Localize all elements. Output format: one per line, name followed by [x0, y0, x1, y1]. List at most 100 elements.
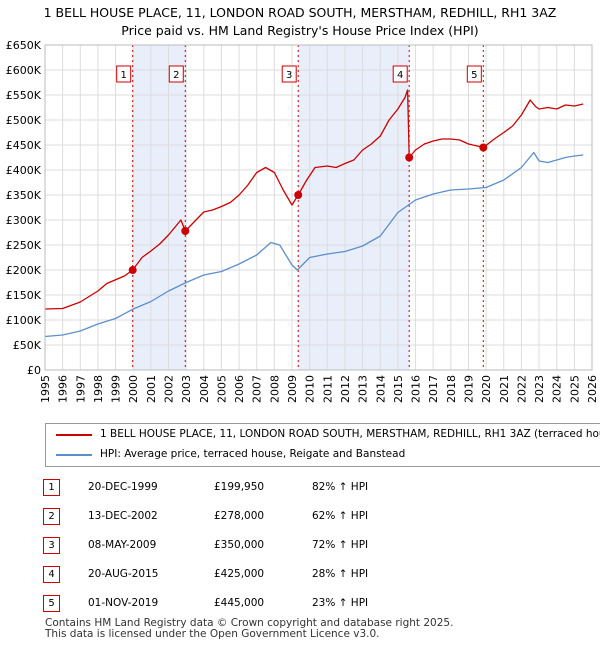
sale-number-badge: 3	[43, 537, 60, 554]
sale-number-box	[168, 65, 184, 83]
x-tick-label: 2010	[304, 375, 317, 403]
chart-subtitle: Price paid vs. HM Land Registry's House …	[121, 23, 479, 38]
sale-date: 08-MAY-2009	[88, 539, 157, 551]
y-tick-label: £0	[27, 364, 41, 377]
hpi-line	[44, 151, 584, 338]
sale-point	[479, 143, 488, 152]
x-tick-label: 2005	[215, 375, 228, 403]
x-tick-label: 2014	[374, 375, 387, 403]
y-tick-label: £250K	[6, 239, 42, 252]
x-tick-label: 2012	[339, 375, 352, 403]
sale-number-box	[116, 65, 132, 83]
y-tick-label: £350K	[6, 189, 42, 202]
x-tick-label: 2006	[233, 375, 246, 403]
x-tick-label: 2018	[445, 375, 458, 403]
x-tick-label: 2019	[462, 375, 475, 403]
sale-point	[181, 227, 190, 235]
x-tick-label: 1997	[74, 375, 87, 403]
x-tick-label: 2026	[586, 375, 599, 403]
sale-number-label: 5	[471, 70, 477, 81]
y-tick-label: £400K	[6, 164, 42, 177]
x-tick-label: 2015	[392, 375, 405, 403]
sale-number-labels: 1 2 3 4 5	[116, 65, 482, 83]
x-tick-label: 2023	[533, 375, 546, 403]
sale-row: 1 20-DEC-1999 £199,950 82% ↑ HPI	[0, 478, 600, 498]
sale-price: £278,000	[214, 510, 265, 522]
sale-row: 5 01-NOV-2019 £445,000 23% ↑ HPI	[0, 594, 600, 614]
x-tick-label: 2024	[551, 375, 564, 403]
x-tick-label: 2008	[268, 375, 281, 403]
sale-period-band	[298, 45, 410, 370]
chart-legend: 1 BELL HOUSE PLACE, 11, LONDON ROAD SOUT…	[45, 423, 600, 467]
sale-row: 2 13-DEC-2002 £278,000 62% ↑ HPI	[0, 507, 600, 527]
sale-price: £199,950	[214, 481, 265, 493]
sale-price: £445,000	[214, 597, 265, 609]
sale-number-label: 4	[397, 70, 403, 81]
x-tick-label: 2016	[410, 375, 423, 403]
sale-number-badge: 1	[43, 479, 60, 496]
x-tick-label: 2025	[568, 375, 581, 403]
x-tick-label: 2021	[498, 375, 511, 403]
x-tick-label: 2002	[163, 375, 176, 403]
sale-number-badge: 4	[43, 566, 60, 583]
y-tick-label: £500K	[6, 114, 42, 127]
y-tick-label: £150K	[6, 289, 42, 302]
chart-series	[44, 89, 584, 338]
licence-notice: This data is licensed under the Open Gov…	[45, 628, 380, 640]
legend-label-price-paid: 1 BELL HOUSE PLACE, 11, LONDON ROAD SOUT…	[100, 428, 600, 440]
sale-hpi-change: 82% ↑ HPI	[312, 481, 369, 493]
x-tick-label: 2011	[321, 375, 334, 403]
sale-marker-lines	[132, 45, 484, 370]
sale-date: 01-NOV-2019	[88, 597, 159, 609]
y-tick-label: £550K	[6, 89, 42, 102]
x-tick-label: 1995	[39, 375, 52, 403]
chart-grid	[44, 44, 593, 371]
footer: Contains HM Land Registry data © Crown c…	[45, 618, 453, 640]
chart-axes: £0 £50K £100K £150K £200K £250K £300K £350K £400…	[6, 39, 599, 403]
copyright-notice: Contains HM Land Registry data © Crown c…	[45, 617, 454, 629]
sale-date: 20-AUG-2015	[88, 568, 159, 580]
sale-number-box	[392, 65, 408, 83]
x-tick-label: 2009	[286, 375, 299, 403]
sale-price: £425,000	[214, 568, 265, 580]
y-tick-label: £600K	[6, 64, 42, 77]
x-tick-label: 2000	[127, 375, 140, 403]
sale-number-box	[281, 65, 297, 83]
sale-number-label: 3	[286, 70, 292, 81]
sale-point	[128, 266, 137, 275]
x-tick-label: 2001	[145, 375, 158, 403]
price-chart: 1 2 3 4 5 £0 £50K £100K £150K £200K £250K £300K £35…	[6, 39, 599, 403]
sale-number-badge: 2	[43, 508, 60, 525]
sale-date: 13-DEC-2002	[88, 510, 158, 522]
sale-point	[294, 191, 303, 199]
sale-number-label: 2	[173, 70, 179, 81]
y-tick-label: £100K	[6, 314, 42, 327]
plot-frame	[44, 44, 593, 371]
y-tick-label: £50K	[13, 339, 42, 352]
sale-hpi-change: 28% ↑ HPI	[312, 568, 369, 580]
legend-swatch-hpi	[56, 454, 92, 456]
chart-title-block: 1 BELL HOUSE PLACE, 11, LONDON ROAD SOUT…	[0, 4, 600, 40]
sale-period-shading	[45, 45, 592, 370]
x-tick-label: 2013	[357, 375, 370, 403]
sale-period-band	[132, 45, 186, 370]
x-tick-label: 2020	[480, 375, 493, 403]
sale-row: 4 20-AUG-2015 £425,000 28% ↑ HPI	[0, 565, 600, 585]
y-tick-label: £300K	[6, 214, 42, 227]
legend-swatch-price-paid	[56, 434, 92, 436]
x-tick-label: 2003	[180, 375, 193, 403]
chart-title: 1 BELL HOUSE PLACE, 11, LONDON ROAD SOUT…	[43, 5, 557, 20]
y-tick-label: £650K	[6, 39, 42, 52]
sale-number-box	[466, 65, 482, 83]
y-tick-label: £200K	[6, 264, 42, 277]
legend-label-hpi: HPI: Average price, terraced house, Reig…	[100, 448, 406, 460]
sale-row: 3 08-MAY-2009 £350,000 72% ↑ HPI	[0, 536, 600, 556]
x-tick-label: 2022	[515, 375, 528, 403]
sale-hpi-change: 62% ↑ HPI	[312, 510, 369, 522]
sale-number-label: 1	[121, 70, 127, 81]
x-tick-label: 2004	[198, 375, 211, 403]
x-tick-label: 1996	[57, 375, 70, 403]
sale-number-badge: 5	[43, 595, 60, 612]
x-tick-label: 2017	[427, 375, 440, 403]
sale-point	[405, 153, 414, 162]
